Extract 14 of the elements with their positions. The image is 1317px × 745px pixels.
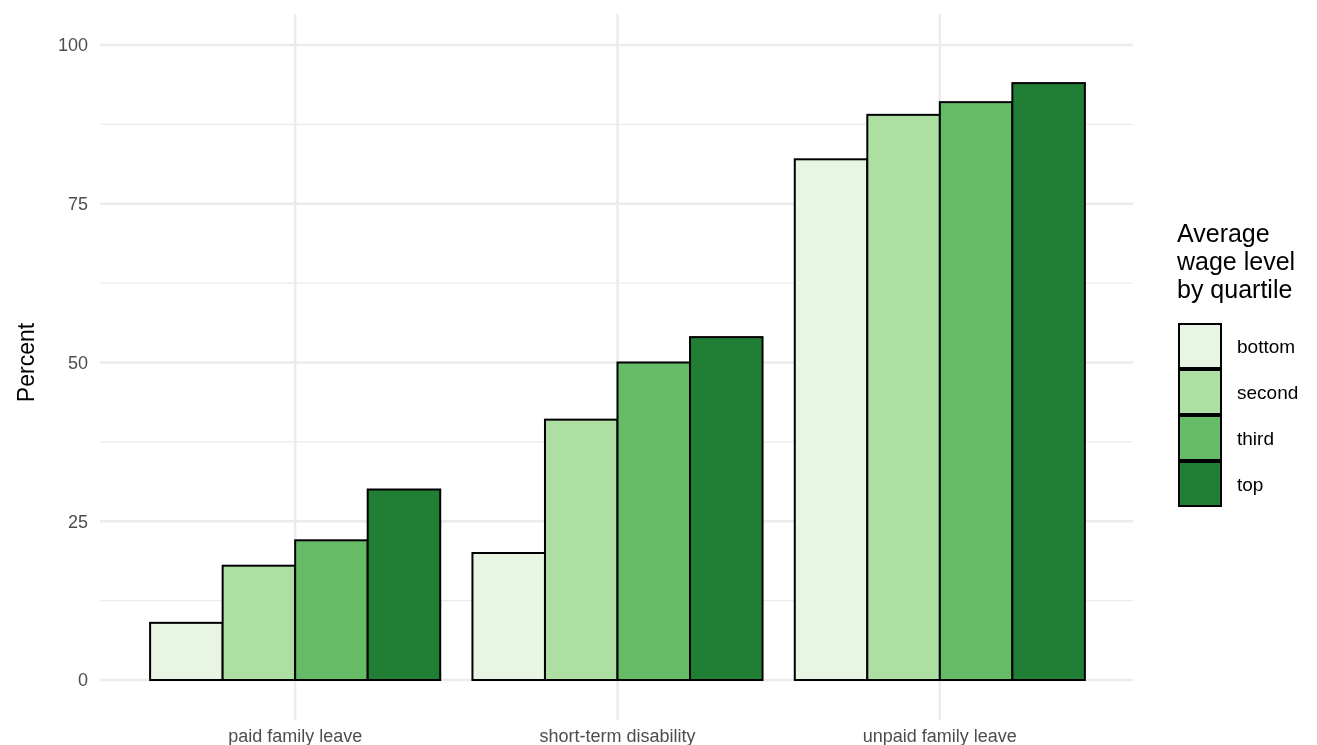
y-tick-label: 75 xyxy=(67,194,88,215)
legend-label: bottom xyxy=(1237,335,1296,357)
y-tick-label: 50 xyxy=(67,352,88,373)
y-tick-label: 100 xyxy=(57,35,88,56)
legend-label: second xyxy=(1237,381,1299,403)
x-tick-label: short-term disability xyxy=(539,726,696,745)
legend-label: third xyxy=(1237,427,1274,449)
y-tick-label: 0 xyxy=(77,670,88,691)
y-axis-title: Percent xyxy=(13,322,39,403)
x-tick-label: unpaid family leave xyxy=(862,726,1017,745)
x-tick-label: paid family leave xyxy=(228,726,363,745)
y-tick-label: 25 xyxy=(67,511,88,532)
legend-label: top xyxy=(1237,473,1264,495)
legend-title: Average wage level by quartile xyxy=(1176,219,1296,303)
